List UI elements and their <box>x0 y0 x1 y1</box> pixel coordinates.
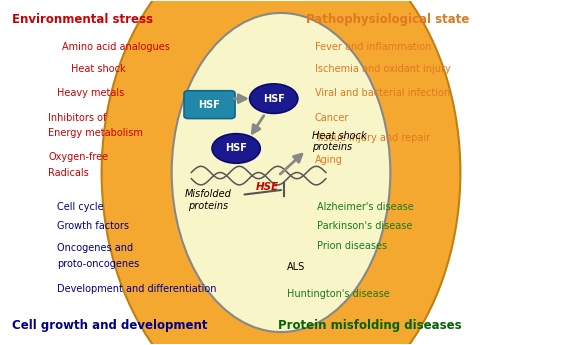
Text: Prion diseases: Prion diseases <box>318 241 388 252</box>
Text: Energy metabolism: Energy metabolism <box>48 128 143 138</box>
Text: Heavy metals: Heavy metals <box>57 88 124 98</box>
Text: Cell growth and development: Cell growth and development <box>12 319 207 332</box>
Text: Alzheimer's disease: Alzheimer's disease <box>318 202 414 212</box>
Text: Ischemia and oxidant injury: Ischemia and oxidant injury <box>315 65 450 75</box>
Text: Amino acid analogues: Amino acid analogues <box>62 42 170 52</box>
Text: Viral and bacterial infection: Viral and bacterial infection <box>315 88 450 98</box>
Text: Oncogenes and: Oncogenes and <box>57 243 133 253</box>
Text: Heat shock: Heat shock <box>71 65 126 75</box>
Text: Fever and inflammation: Fever and inflammation <box>315 42 431 52</box>
Ellipse shape <box>171 13 391 332</box>
Text: HSF: HSF <box>198 100 220 110</box>
Text: Aging: Aging <box>315 156 342 166</box>
Text: ALS: ALS <box>287 262 305 272</box>
Text: HSF: HSF <box>263 93 284 104</box>
Text: HSE: HSE <box>255 182 279 192</box>
Text: Pathophysiological state: Pathophysiological state <box>306 13 470 26</box>
Text: Misfolded
proteins: Misfolded proteins <box>185 189 232 211</box>
Text: Oxygen-free: Oxygen-free <box>48 152 108 162</box>
Text: Radicals: Radicals <box>48 168 89 177</box>
Text: Environmental stress: Environmental stress <box>12 13 153 26</box>
Text: Growth factors: Growth factors <box>57 221 129 231</box>
Text: Protein misfolding diseases: Protein misfolding diseases <box>278 319 462 332</box>
Circle shape <box>250 84 298 114</box>
Circle shape <box>212 134 260 163</box>
Text: Heat shock
proteins: Heat shock proteins <box>312 131 366 152</box>
Text: Inhibitors of: Inhibitors of <box>48 112 107 122</box>
Text: Cell cycle: Cell cycle <box>57 202 103 212</box>
Text: Cancer: Cancer <box>315 112 349 122</box>
Text: Parkinson's disease: Parkinson's disease <box>318 221 413 231</box>
Text: Development and differentiation: Development and differentiation <box>57 284 216 294</box>
Ellipse shape <box>102 0 460 345</box>
Text: proto-oncogenes: proto-oncogenes <box>57 258 139 268</box>
Text: Tissue injury and repair: Tissue injury and repair <box>315 133 430 143</box>
FancyBboxPatch shape <box>184 91 235 119</box>
Text: Huntington's disease: Huntington's disease <box>287 289 389 299</box>
Text: HSF: HSF <box>225 144 247 154</box>
